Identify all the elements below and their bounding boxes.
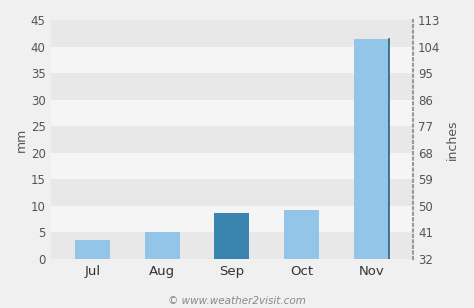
Bar xyxy=(51,20,413,47)
Bar xyxy=(214,213,249,259)
Bar xyxy=(51,206,413,233)
Bar xyxy=(51,233,413,259)
Y-axis label: inches: inches xyxy=(446,119,459,160)
Bar xyxy=(51,179,413,206)
Text: © www.weather2visit.com: © www.weather2visit.com xyxy=(168,297,306,306)
Bar xyxy=(51,47,413,73)
Bar xyxy=(51,153,413,179)
Bar xyxy=(51,73,413,100)
Bar xyxy=(51,126,413,153)
Bar xyxy=(75,241,110,259)
Y-axis label: mm: mm xyxy=(15,128,28,152)
Bar xyxy=(145,233,180,259)
Bar xyxy=(354,38,389,259)
Bar xyxy=(284,210,319,259)
Bar xyxy=(51,100,413,126)
